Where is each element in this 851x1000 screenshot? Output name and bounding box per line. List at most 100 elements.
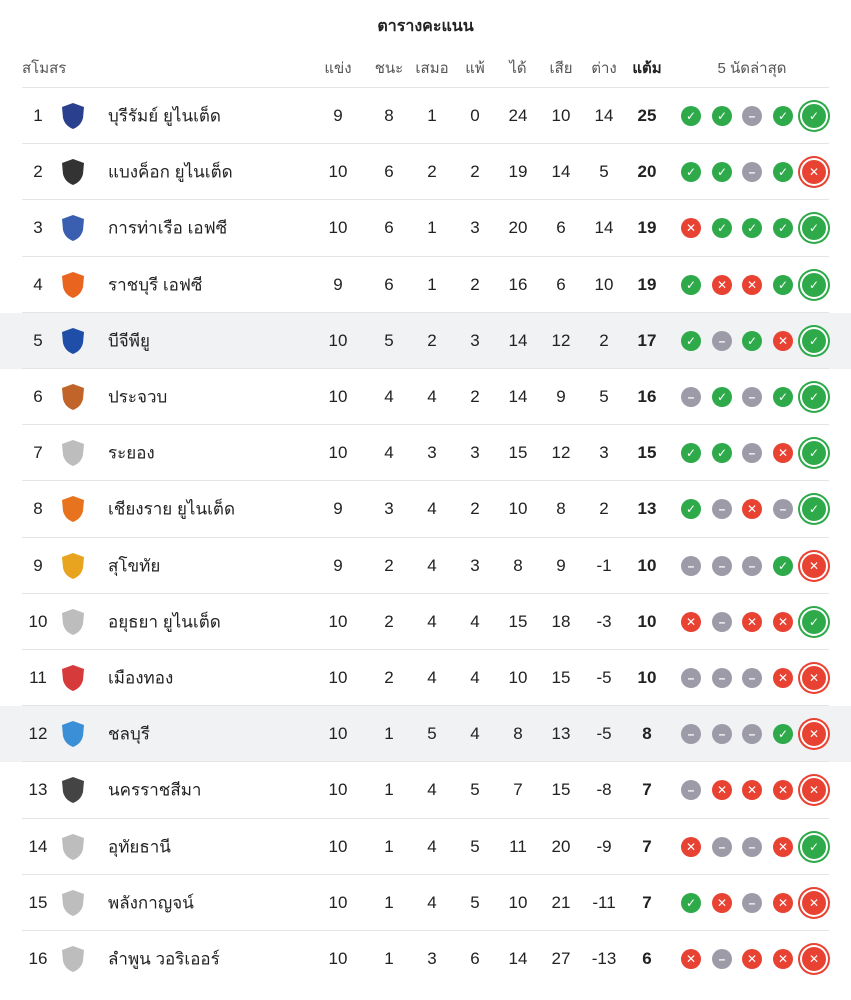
team-name[interactable]: ราชบุรี เอฟซี	[108, 275, 203, 295]
form-win-icon[interactable]: ✓	[681, 443, 701, 464]
table-row[interactable]: 11 10 2 4 4 10 15 -5 10 เมืองทอง – – – ✕ ✕	[0, 650, 851, 706]
form-win-icon[interactable]: ✓	[802, 834, 826, 859]
form-loss-icon[interactable]: ✕	[802, 890, 826, 915]
table-row[interactable]: 7 10 4 3 3 15 12 3 15 ระยอง ✓ ✓ – ✕ ✓	[0, 425, 851, 481]
form-win-icon[interactable]: ✓	[773, 724, 793, 745]
table-row[interactable]: 3 10 6 1 3 20 6 14 19 การท่าเรือ เอฟซี ✕ ✓ ✓ ✓ ✓	[0, 200, 851, 256]
form-win-icon[interactable]: ✓	[681, 499, 701, 520]
form-loss-icon[interactable]: ✕	[773, 892, 793, 913]
team-name[interactable]: นครราชสีมา	[108, 780, 202, 800]
form-win-icon[interactable]: ✓	[712, 387, 732, 407]
form-win-icon[interactable]: ✓	[802, 328, 826, 353]
table-row[interactable]: 9 9 2 4 3 8 9 -1 10 สุโขทัย – – – ✓ ✕	[0, 538, 851, 594]
team-name[interactable]: ชลบุรี	[108, 724, 150, 744]
table-row[interactable]: 8 9 3 4 2 10 8 2 13 เชียงราย ยูไนเต็ด ✓ – ✕ – ✓	[0, 481, 851, 537]
team-name[interactable]: การท่าเรือ เอฟซี	[108, 218, 228, 238]
form-draw-icon[interactable]: –	[681, 780, 701, 801]
team-name[interactable]: เชียงราย ยูไนเต็ด	[108, 499, 235, 519]
form-loss-icon[interactable]: ✕	[742, 780, 762, 801]
form-win-icon[interactable]: ✓	[712, 443, 732, 464]
form-draw-icon[interactable]: –	[742, 387, 762, 407]
form-win-icon[interactable]: ✓	[802, 272, 826, 297]
team-name[interactable]: ระยอง	[108, 443, 155, 463]
form-draw-icon[interactable]: –	[742, 443, 762, 464]
form-loss-icon[interactable]: ✕	[681, 949, 701, 969]
form-win-icon[interactable]: ✓	[681, 162, 701, 183]
team-name[interactable]: แบงค็อก ยูไนเต็ด	[108, 162, 233, 182]
form-win-icon[interactable]: ✓	[742, 330, 762, 351]
table-row[interactable]: 12 10 1 5 4 8 13 -5 8 ชลบุรี – – – ✓ ✕	[0, 706, 851, 763]
form-loss-icon[interactable]: ✕	[773, 780, 793, 801]
form-win-icon[interactable]: ✓	[712, 218, 732, 239]
form-draw-icon[interactable]: –	[742, 836, 762, 857]
form-loss-icon[interactable]: ✕	[773, 949, 793, 969]
form-loss-icon[interactable]: ✕	[802, 160, 826, 185]
form-loss-icon[interactable]: ✕	[773, 443, 793, 464]
table-row[interactable]: 16 10 1 3 6 14 27 -13 6 ลำพูน วอริเออร์ ✕ – ✕ ✕ ✕	[0, 931, 851, 987]
form-win-icon[interactable]: ✓	[773, 274, 793, 295]
form-win-icon[interactable]: ✓	[773, 387, 793, 407]
form-win-icon[interactable]: ✓	[802, 385, 826, 409]
table-row[interactable]: 2 10 6 2 2 19 14 5 20 แบงค็อก ยูไนเต็ด ✓ ✓ – ✓ ✕	[0, 144, 851, 200]
form-loss-icon[interactable]: ✕	[742, 611, 762, 632]
form-draw-icon[interactable]: –	[712, 611, 732, 632]
form-draw-icon[interactable]: –	[742, 724, 762, 745]
table-row[interactable]: 13 10 1 4 5 7 15 -8 7 นครราชสีมา – ✕ ✕ ✕ ✕	[0, 762, 851, 818]
form-draw-icon[interactable]: –	[712, 724, 732, 745]
team-name[interactable]: สุโขทัย	[108, 556, 161, 576]
form-loss-icon[interactable]: ✕	[802, 666, 826, 690]
form-win-icon[interactable]: ✓	[742, 218, 762, 239]
form-win-icon[interactable]: ✓	[773, 106, 793, 126]
form-draw-icon[interactable]: –	[712, 330, 732, 351]
form-win-icon[interactable]: ✓	[802, 441, 826, 466]
form-loss-icon[interactable]: ✕	[802, 947, 826, 971]
form-win-icon[interactable]: ✓	[681, 106, 701, 126]
form-loss-icon[interactable]: ✕	[773, 836, 793, 857]
form-win-icon[interactable]: ✓	[681, 330, 701, 351]
team-name[interactable]: ลำพูน วอริเออร์	[108, 949, 220, 969]
table-row[interactable]: 4 9 6 1 2 16 6 10 19 ราชบุรี เอฟซี ✓ ✕ ✕ ✓ ✓	[0, 257, 851, 313]
form-loss-icon[interactable]: ✕	[681, 611, 701, 632]
form-loss-icon[interactable]: ✕	[773, 330, 793, 351]
form-win-icon[interactable]: ✓	[802, 104, 826, 128]
form-draw-icon[interactable]: –	[712, 499, 732, 520]
form-win-icon[interactable]: ✓	[802, 609, 826, 634]
form-win-icon[interactable]: ✓	[773, 555, 793, 576]
form-loss-icon[interactable]: ✕	[802, 553, 826, 578]
form-win-icon[interactable]: ✓	[773, 162, 793, 183]
form-loss-icon[interactable]: ✕	[802, 778, 826, 803]
team-name[interactable]: เมืองทอง	[108, 668, 174, 688]
form-loss-icon[interactable]: ✕	[712, 892, 732, 913]
form-draw-icon[interactable]: –	[681, 724, 701, 745]
team-name[interactable]: บุรีรัมย์ ยูไนเต็ด	[108, 106, 221, 126]
team-name[interactable]: อยุธยา ยูไนเต็ด	[108, 612, 221, 632]
table-row[interactable]: 14 10 1 4 5 11 20 -9 7 อุทัยธานี ✕ – – ✕ ✓	[0, 819, 851, 875]
form-loss-icon[interactable]: ✕	[773, 611, 793, 632]
form-draw-icon[interactable]: –	[742, 162, 762, 183]
form-loss-icon[interactable]: ✕	[742, 499, 762, 520]
form-draw-icon[interactable]: –	[712, 949, 732, 969]
team-name[interactable]: บีจีพียู	[108, 331, 150, 351]
team-name[interactable]: อุทัยธานี	[108, 837, 171, 857]
table-row[interactable]: 1 9 8 1 0 24 10 14 25 บุรีรัมย์ ยูไนเต็ด ✓ ✓ – ✓ ✓	[0, 88, 851, 144]
form-draw-icon[interactable]: –	[742, 555, 762, 576]
form-loss-icon[interactable]: ✕	[742, 274, 762, 295]
form-draw-icon[interactable]: –	[773, 499, 793, 520]
team-name[interactable]: พลังกาญจน์	[108, 893, 194, 913]
form-loss-icon[interactable]: ✕	[712, 780, 732, 801]
form-loss-icon[interactable]: ✕	[681, 218, 701, 239]
form-draw-icon[interactable]: –	[742, 106, 762, 126]
form-win-icon[interactable]: ✓	[802, 497, 826, 522]
table-row[interactable]: 5 10 5 2 3 14 12 2 17 บีจีพียู ✓ – ✓ ✕ ✓	[0, 312, 851, 369]
form-draw-icon[interactable]: –	[742, 668, 762, 688]
form-draw-icon[interactable]: –	[681, 387, 701, 407]
form-draw-icon[interactable]: –	[681, 668, 701, 688]
table-row[interactable]: 6 10 4 4 2 14 9 5 16 ประจวบ – ✓ – ✓ ✓	[0, 369, 851, 425]
form-loss-icon[interactable]: ✕	[802, 722, 826, 747]
form-loss-icon[interactable]: ✕	[712, 274, 732, 295]
form-win-icon[interactable]: ✓	[712, 162, 732, 183]
team-name[interactable]: ประจวบ	[108, 387, 168, 407]
form-win-icon[interactable]: ✓	[712, 106, 732, 126]
form-draw-icon[interactable]: –	[712, 836, 732, 857]
form-draw-icon[interactable]: –	[742, 892, 762, 913]
